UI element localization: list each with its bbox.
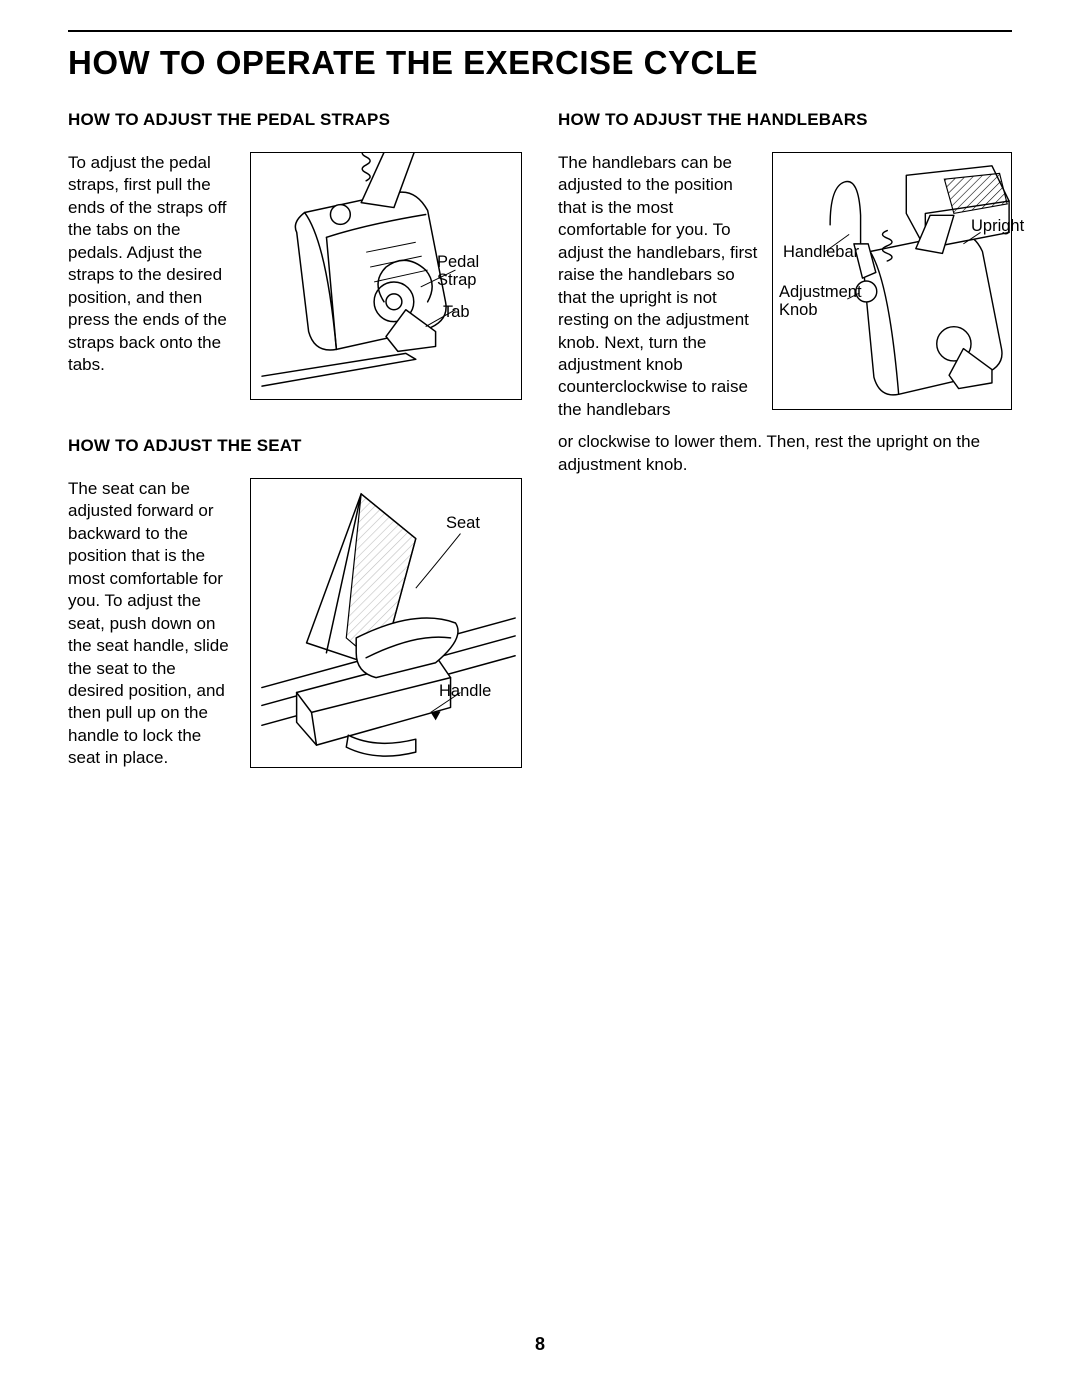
two-column-layout: HOW TO ADJUST THE PEDAL STRAPS To adjust… [68, 110, 1012, 806]
seat-section-heading: HOW TO ADJUST THE SEAT [68, 436, 522, 456]
pedal-figure: Pedal Strap Tab [250, 152, 522, 400]
handlebar-section-heading: HOW TO ADJUST THE HANDLEBARS [558, 110, 1012, 130]
upright-label: Upright [971, 217, 1024, 235]
top-rule [68, 30, 1012, 32]
pedal-body-text: To adjust the pedal straps, first pull t… [68, 152, 236, 400]
handlebar-body-text: The handlebars can be adjusted to the po… [558, 152, 758, 421]
seat-figure: Seat Handle [250, 478, 522, 768]
pedal-section-heading: HOW TO ADJUST THE PEDAL STRAPS [68, 110, 522, 130]
seat-block: The seat can be adjusted forward or back… [68, 478, 522, 770]
handlebar-figure: Handlebar Adjustment Knob Upright [772, 152, 1012, 410]
pedal-block: To adjust the pedal straps, first pull t… [68, 152, 522, 400]
seat-body-text: The seat can be adjusted forward or back… [68, 478, 236, 770]
page-title: HOW TO OPERATE THE EXERCISE CYCLE [68, 44, 1012, 82]
pedal-tab-label: Tab [443, 303, 470, 321]
knob-label: Adjustment Knob [779, 283, 862, 319]
right-column: HOW TO ADJUST THE HANDLEBARS The handleb… [558, 110, 1012, 806]
left-column: HOW TO ADJUST THE PEDAL STRAPS To adjust… [68, 110, 522, 806]
page-number: 8 [0, 1334, 1080, 1355]
handlebar-block: The handlebars can be adjusted to the po… [558, 152, 1012, 421]
handlebar-continuation-text: or clockwise to lower them. Then, rest t… [558, 431, 1012, 476]
pedal-diagram-icon [251, 153, 521, 399]
handlebar-diagram-icon [773, 153, 1011, 409]
seat-label: Seat [446, 514, 480, 532]
pedal-strap-label: Pedal Strap [437, 253, 479, 289]
seat-diagram-icon [251, 479, 521, 767]
seat-handle-label: Handle [439, 682, 491, 700]
handlebar-label: Handlebar [783, 243, 859, 261]
